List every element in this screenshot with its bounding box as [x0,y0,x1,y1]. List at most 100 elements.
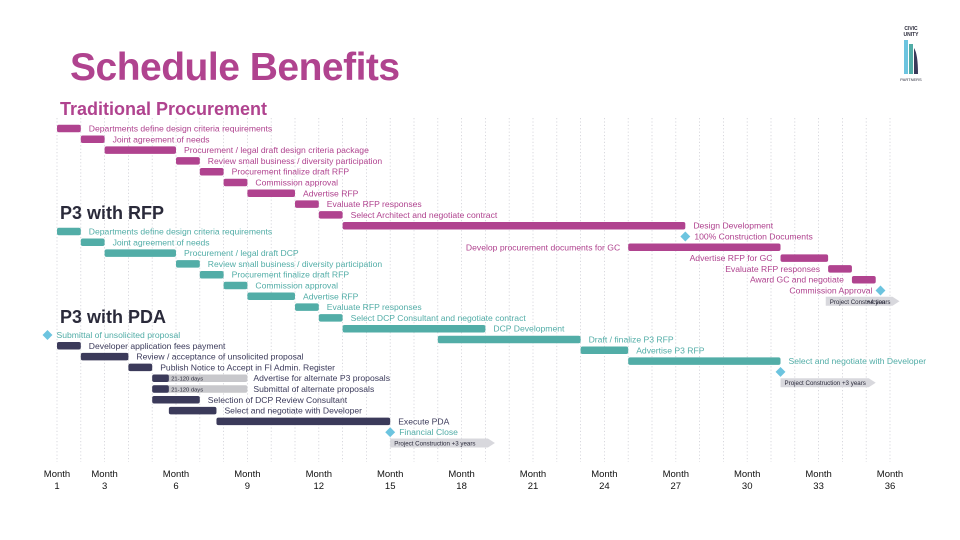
p3-with-rfp-task-14: Project Construction +3 years [780,378,876,388]
task-bar [247,189,295,198]
traditional-procurement-task-9: Design Development [342,221,774,231]
axis-tick-label: Month [377,469,403,480]
p3-with-rfp-task-12: Select and negotiate with Developer [628,356,926,366]
axis-tick-value: 33 [813,481,824,492]
p3-with-pda-task-4: 21-120 days Advertise for alternate P3 pr… [152,373,390,383]
traditional-procurement-task-16: Project Construction+4 years [825,296,900,306]
p3-with-rfp-task-3: Review small business / diversity partic… [176,259,382,269]
logo-text-line3: PARTNERS [900,77,922,82]
project-construction-arrow [825,296,900,306]
task-bar [295,303,319,311]
task-bar [318,314,343,322]
task-label: Select Architect and negotiate contract [351,210,498,220]
axis-tick-value: 36 [885,481,896,492]
month-grid [56,118,891,462]
traditional-procurement-task-10: 100% Construction Documents [680,231,813,242]
milestone-diamond [680,231,691,242]
p3-with-rfp-task-11: Advertise P3 RFP [580,345,705,355]
slide-title: Schedule Benefits [70,46,400,89]
task-bar [342,324,486,333]
duration-range-label: 21-120 days [171,387,203,393]
arrow-label: Project Construction [830,299,886,306]
section-title-traditional-procurement: Traditional Procurement [60,99,268,119]
task-label: Joint agreement of needs [113,134,210,144]
p3-with-rfp-task-1: Joint agreement of needs [80,237,210,247]
axis-tick-label: Month [805,469,831,480]
task-bar [199,270,224,279]
task-label: Review / acceptance of unsolicited propo… [136,352,303,362]
task-label: Execute PDA [398,416,449,426]
axis-tick-value: 18 [456,481,467,492]
task-label: Advertise P3 RFP [636,345,705,355]
traditional-procurement-task-8: Select Architect and negotiate contract [318,210,498,220]
task-label: Select DCP Consultant and negotiate cont… [351,313,527,323]
traditional-procurement-task-14: Award GC and negotiate [750,275,876,285]
task-bar [223,178,248,187]
p3-with-pda-task-10: Project Construction +3 years [390,438,495,448]
task-label: Procurement finalize draft RFP [232,270,350,280]
logo-bar-left [904,40,908,74]
axis-tick-value: 12 [314,481,325,492]
traditional-procurement-task-13: Evaluate RFP responses [725,264,852,274]
task-bar [199,167,224,176]
task-bar [57,227,81,236]
milestone-label: 100% Construction Documents [694,232,812,242]
duration-range-bar [152,374,248,382]
task-label: Review small business / diversity partic… [208,259,383,269]
p3-with-pda-task-7: Select and negotiate with Developer [168,406,362,416]
axis-tick-label: Month [163,469,189,480]
task-bar [437,335,581,344]
task-label: Design Development [693,221,773,231]
axis-tick-value: 3 [102,481,107,492]
logo-bar-right [914,48,918,74]
task-bar [80,135,105,144]
axis-tick-label: Month [306,469,332,480]
task-label: Advertise RFP [303,188,359,198]
task-bar [128,363,153,372]
project-construction-arrow [780,378,876,388]
traditional-procurement-task-5: Commission approval [223,178,338,188]
milestone-diamond [42,330,53,340]
milestone-label: Financial Close [399,427,458,437]
task-label: Select and negotiate with Developer [224,406,362,416]
traditional-procurement-task-6: Advertise RFP [247,188,359,198]
task-bar [80,352,129,361]
p3-with-rfp-task-8: Select DCP Consultant and negotiate cont… [318,313,527,323]
task-bar [851,275,876,284]
axis-tick-value: 15 [385,481,396,492]
task-label: Submittal of alternate proposals [253,384,374,394]
p3-with-rfp-task-5: Commission approval [223,281,338,291]
axis-tick-value: 21 [528,481,539,492]
task-label: Advertise RFP [303,291,359,301]
traditional-procurement-task-2: Procurement / legal draft design criteri… [104,145,369,155]
task-bars: Departments define design criteria requi… [42,124,926,448]
task-label: Evaluate RFP responses [725,264,820,274]
task-bar [780,254,829,262]
task-label: Procurement / legal draft DCP [184,248,299,258]
task-label: Commission approval [255,178,338,188]
milestone-label: Commission Approval [789,286,872,296]
p3-with-rfp-task-10: Draft / finalize P3 RFP [437,335,674,345]
logo-bar-mid [909,44,913,74]
traditional-procurement-task-1: Joint agreement of needs [80,134,210,144]
axis-tick-value: 6 [173,481,178,492]
p3-with-pda-task-6: Selection of DCP Review Consultant [152,395,348,405]
task-label: Departments define design criteria requi… [89,124,272,134]
task-label: Procurement / legal draft design criteri… [184,145,369,155]
traditional-procurement-task-3: Review small business / diversity partic… [176,156,382,166]
axis-tick-label: Month [520,469,546,480]
task-bar [223,281,248,290]
arrow-note: +4 years [867,299,891,306]
task-label: Award GC and negotiate [750,275,844,285]
traditional-procurement-task-0: Departments define design criteria requi… [57,124,272,134]
